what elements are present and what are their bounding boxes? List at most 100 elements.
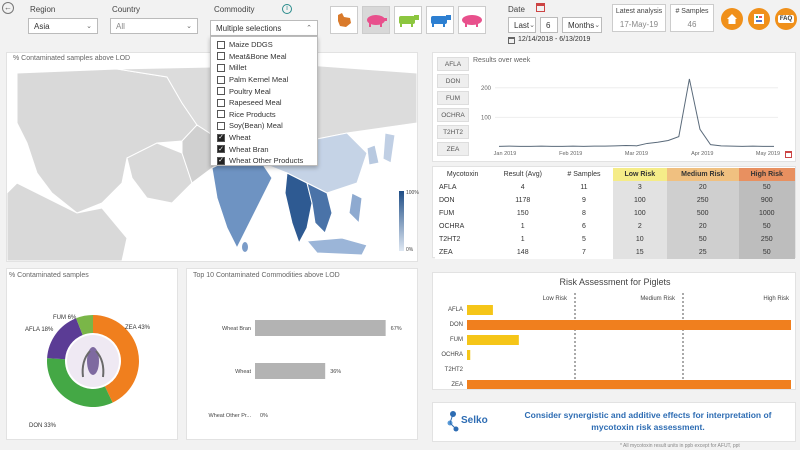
chevron-up-icon: ⌃ xyxy=(306,25,312,32)
donut-slice-afla[interactable] xyxy=(47,318,83,360)
donut-slice-don[interactable] xyxy=(47,358,113,407)
sow-icon xyxy=(462,15,482,27)
risk-bar[interactable] xyxy=(467,350,471,360)
table-cell: 8 xyxy=(555,207,613,220)
checkbox[interactable] xyxy=(217,75,225,84)
faq-button[interactable]: FAQ xyxy=(775,8,797,30)
risk-category-label: FUM xyxy=(450,337,463,343)
date-unit-value: Months xyxy=(568,20,595,30)
commodity-label: Commodity xyxy=(214,5,255,14)
checkbox[interactable] xyxy=(217,110,225,119)
commodity-option[interactable]: ✓ Wheat Bran xyxy=(217,143,311,155)
table-cell: 25 xyxy=(666,246,739,259)
risk-category-label: OCHRA xyxy=(441,352,463,358)
commodity-option[interactable]: Meat&Bone Meal xyxy=(217,51,311,63)
y-tick-label: 200 xyxy=(481,86,492,92)
commodity-option[interactable]: ✓ Wheat xyxy=(217,132,311,144)
checkbox[interactable] xyxy=(217,63,225,72)
risk-chart[interactable]: Low Risk Medium Risk High Risk AFLA DON FUM OC… xyxy=(433,289,797,389)
trend-title: Results over week xyxy=(473,57,531,64)
swine-button[interactable] xyxy=(458,6,486,34)
commodity-bar[interactable] xyxy=(255,363,326,379)
risk-bar[interactable] xyxy=(467,305,493,315)
risk-bar[interactable] xyxy=(467,335,519,345)
toxin-selector-item[interactable]: ZEA xyxy=(437,142,469,156)
map-title: % Contaminated samples above LOD xyxy=(13,55,131,62)
checkbox[interactable] xyxy=(217,52,225,61)
latest-analysis-value: 17-May-19 xyxy=(619,20,659,29)
cattle-button[interactable] xyxy=(394,6,422,34)
calendar-icon[interactable] xyxy=(536,3,545,12)
checkbox[interactable] xyxy=(217,87,225,96)
commodity-option[interactable]: Soy(Bean) Meal xyxy=(217,120,311,132)
checkbox[interactable] xyxy=(217,121,225,130)
checkbox[interactable]: ✓ xyxy=(217,133,225,142)
commodity-select[interactable]: Multiple selections ⌃ xyxy=(210,20,318,36)
country-select[interactable]: All ⌄ xyxy=(110,18,198,34)
latest-analysis-card: Latest analysis 17-May-19 xyxy=(612,4,666,32)
checkbox[interactable]: ✓ xyxy=(217,145,225,154)
donut-chart[interactable]: ZEA 43% DON 33% AFLA 18% FUM 6% xyxy=(7,281,179,439)
date-number-input[interactable]: 6 xyxy=(540,17,558,33)
donut-slice-zea[interactable] xyxy=(93,315,139,403)
y-tick-label: 100 xyxy=(481,115,492,121)
commodities-panel: Top 10 Contaminated Commodities above LO… xyxy=(186,268,418,440)
checkbox[interactable] xyxy=(217,40,225,49)
home-button[interactable] xyxy=(721,8,743,30)
toxin-selector-item[interactable]: FUM xyxy=(437,91,469,105)
samples-value: 46 xyxy=(687,20,697,29)
info-icon[interactable]: i xyxy=(282,4,292,14)
back-icon[interactable]: ← xyxy=(2,2,14,14)
commodity-option-label: Palm Kernel Meal xyxy=(229,75,289,85)
toxin-selector-item[interactable]: DON xyxy=(437,74,469,88)
commodity-option[interactable]: ✓ Wheat Other Products xyxy=(217,155,311,167)
commodity-option[interactable]: Palm Kernel Meal xyxy=(217,74,311,86)
trend-chart[interactable]: 100 200 Jan 2019 Feb 2019 Mar 2019 Apr 2019 Ma… xyxy=(473,67,791,159)
table-cell: AFLA xyxy=(435,181,491,194)
commodity-option[interactable]: Millet xyxy=(217,62,311,74)
toxin-selector-item[interactable]: AFLA xyxy=(437,57,469,71)
poultry-button[interactable] xyxy=(330,6,358,34)
risk-bar[interactable] xyxy=(467,380,791,389)
donut-title: % Contaminated samples xyxy=(9,272,89,279)
commodity-option[interactable]: Poultry Meal xyxy=(217,85,311,97)
region-select[interactable]: Asia ⌄ xyxy=(28,18,98,34)
footer-note: * All mycotoxin result units in ppb exce… xyxy=(620,443,740,449)
toxin-selector-item[interactable]: OCHRA xyxy=(437,108,469,122)
risk-bar[interactable] xyxy=(467,320,791,330)
checkbox[interactable] xyxy=(217,98,225,107)
commodity-option[interactable]: Rice Products xyxy=(217,109,311,121)
commodity-option[interactable]: Maize DDGS xyxy=(217,39,311,51)
table-cell: 6 xyxy=(555,220,613,233)
toxin-selector-item[interactable]: T2HT2 xyxy=(437,125,469,139)
date-label: Date xyxy=(508,5,525,14)
dairy-cow-icon xyxy=(431,15,451,27)
table-cell: 148 xyxy=(490,246,556,259)
dairy-button[interactable] xyxy=(426,6,454,34)
table-cell: 4 xyxy=(490,181,556,194)
table-cell: 7 xyxy=(555,246,613,259)
x-tick-label: Apr 2019 xyxy=(691,151,713,157)
calendar-small-icon[interactable] xyxy=(785,151,792,158)
bar-category-label: Wheat Other Pr... xyxy=(209,413,252,419)
region-label: Region xyxy=(30,5,56,14)
commodity-option-label: Soy(Bean) Meal xyxy=(229,121,283,131)
commodity-option-label: Millet xyxy=(229,63,247,73)
commodities-chart[interactable]: Wheat Bran 67% Wheat 36% Wheat Other Pr... 0% xyxy=(187,283,419,439)
table-cell: 150 xyxy=(490,207,556,220)
date-unit-select[interactable]: Months ⌄ xyxy=(562,17,602,33)
pig-button[interactable] xyxy=(362,6,390,34)
table-header-row: Mycotoxin Result (Avg) # Samples Low Risk Me… xyxy=(435,168,795,181)
checkbox[interactable]: ✓ xyxy=(217,156,225,165)
table-cell: 250 xyxy=(738,233,795,246)
table-header-cell: High Risk xyxy=(738,168,795,181)
report-button[interactable] xyxy=(748,8,770,30)
risk-category-label: DON xyxy=(450,322,463,328)
commodity-option[interactable]: Rapeseed Meal xyxy=(217,97,311,109)
table-cell: 1178 xyxy=(490,194,556,207)
commodity-bar[interactable] xyxy=(255,320,386,336)
table-cell: 1 xyxy=(490,233,556,246)
date-mode-select[interactable]: Last ⌄ xyxy=(508,17,536,33)
donut-slice-fum[interactable] xyxy=(76,315,93,335)
table-header-cell: Medium Risk xyxy=(666,168,739,181)
